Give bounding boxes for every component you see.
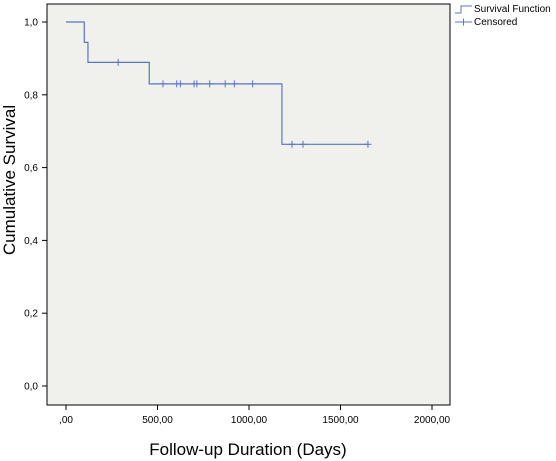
censored-marker (249, 80, 257, 88)
censored-marker (206, 80, 214, 88)
y-tick-label: 0,2 (24, 309, 38, 320)
censored-marker (221, 80, 229, 88)
legend-survival-label: Survival Function (474, 4, 551, 15)
censored-marker (114, 58, 122, 66)
legend-survival-swatch (455, 5, 472, 14)
legend-censored-label: Censored (474, 17, 517, 28)
y-tick-label: 0,0 (24, 382, 38, 393)
censored-marker (288, 140, 296, 148)
y-tick-label: 0,6 (24, 163, 38, 174)
y-tick-label: 0,8 (24, 90, 38, 101)
legend: Survival Function Censored (455, 4, 551, 28)
x-tick-label: ,00 (59, 415, 73, 426)
censored-marker (159, 80, 167, 88)
x-axis: ,00 500,00 1000,00 1500,00 2000,00 (59, 405, 451, 426)
censored-marker (230, 80, 238, 88)
censored-marker (299, 140, 307, 148)
plot-area (46, 3, 451, 406)
y-axis-title: Cumulative Survival (0, 105, 19, 255)
censored-marker (364, 140, 372, 148)
x-tick-label: 2000,00 (414, 415, 451, 426)
y-tick-label: 0,4 (24, 236, 38, 247)
series-layer (66, 21, 372, 148)
censored-marker (193, 80, 201, 88)
x-tick-label: 500,00 (142, 415, 173, 426)
censored-marker (176, 80, 184, 88)
x-axis-title: Follow-up Duration (Days) (149, 440, 346, 459)
y-axis: 0,0 0,2 0,4 0,6 0,8 1,0 (24, 18, 47, 393)
x-tick-label: 1000,00 (231, 415, 268, 426)
y-tick-label: 1,0 (24, 18, 38, 29)
x-tick-label: 1500,00 (322, 415, 359, 426)
